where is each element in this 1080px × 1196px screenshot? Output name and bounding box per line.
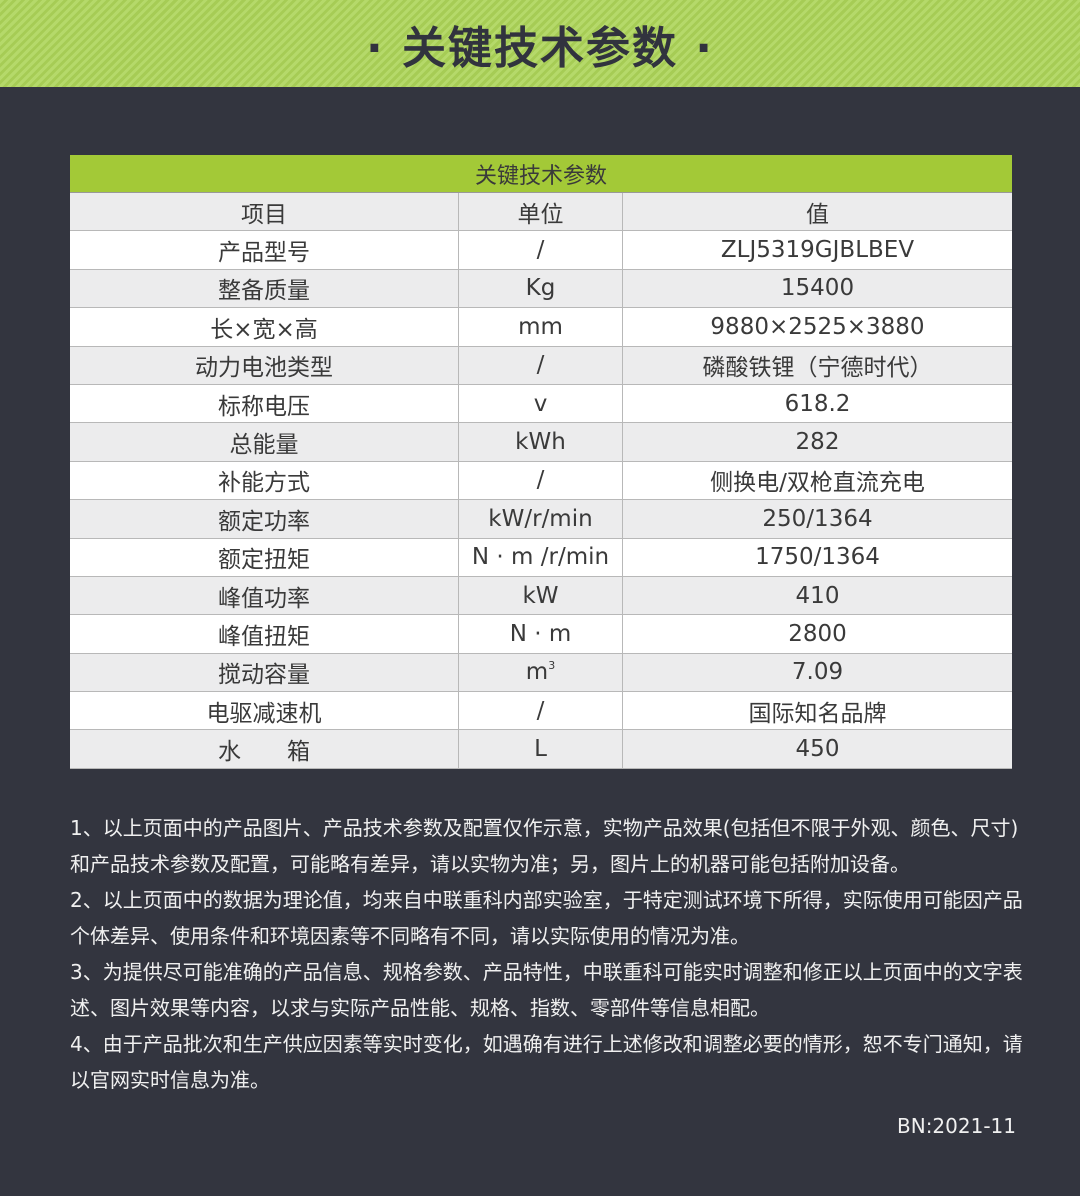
- table-title: 关键技术参数: [474, 163, 607, 189]
- batch-number: BN:2021-11: [897, 1114, 1016, 1138]
- table-row: 额定扭矩 N · m /r/min 1750/1364: [70, 538, 1012, 577]
- cell-unit: L: [459, 730, 623, 768]
- cell-value: 侧换电/双枪直流充电: [710, 470, 925, 497]
- cell-unit: mm: [459, 308, 623, 346]
- table-row: 搅动容量 m3 7.09: [70, 653, 1012, 693]
- spec-table: 关键技术参数 项目 单位 值 产品型号 / ZLJ5319GJBLBEV 整备质量 Kg…: [70, 155, 1012, 769]
- table-row: 峰值扭矩 N · m 2800: [70, 615, 1012, 654]
- cell-value: 450: [795, 736, 840, 763]
- header-item: 项目: [70, 193, 459, 231]
- cell-value: 1750/1364: [755, 544, 880, 571]
- table-row: 补能方式 / 侧换电/双枪直流充电: [70, 461, 1012, 501]
- table-row: 峰值功率 kW 410: [70, 576, 1012, 616]
- cell-unit: /: [459, 461, 623, 500]
- table-title-row: 关键技术参数: [70, 155, 1012, 193]
- note-1: 1、以上页面中的产品图片、产品技术参数及配置仅作示意，实物产品效果(包括但不限于…: [70, 816, 1019, 876]
- table-row: 水 箱 L 450: [70, 730, 1012, 769]
- cell-item: 长×宽×高: [70, 308, 459, 346]
- cell-value: 410: [795, 582, 840, 609]
- table-header-row: 项目 单位 值: [70, 193, 1012, 232]
- cell-item: 动力电池类型: [70, 346, 459, 384]
- cell-value: 15400: [780, 275, 855, 302]
- table-row: 整备质量 Kg 15400: [70, 269, 1012, 309]
- cell-item: 额定功率: [70, 500, 459, 538]
- cell-unit: m3: [459, 653, 623, 692]
- cell-value: 国际知名品牌: [748, 700, 887, 727]
- cell-value: 7.09: [791, 659, 844, 686]
- cell-item: 峰值功率: [70, 576, 459, 615]
- cell-unit: v: [459, 384, 623, 423]
- cell-item: 标称电压: [70, 384, 459, 423]
- note-3: 3、为提供尽可能准确的产品信息、规格参数、产品特性，中联重科可能实时调整和修正以…: [70, 960, 1023, 1020]
- header-unit: 单位: [459, 193, 623, 231]
- cell-unit: /: [459, 346, 623, 384]
- cell-unit: Kg: [459, 269, 623, 308]
- table-row: 标称电压 v 618.2: [70, 384, 1012, 424]
- cell-value: 2800: [788, 620, 847, 647]
- cell-item: 补能方式: [70, 461, 459, 500]
- cell-value: 250/1364: [762, 505, 873, 532]
- cell-value: 9880×2525×3880: [710, 313, 925, 340]
- title-banner: · 关键技术参数 ·: [0, 0, 1080, 87]
- table-row: 长×宽×高 mm 9880×2525×3880: [70, 308, 1012, 347]
- note-2: 2、以上页面中的数据为理论值，均来自中联重科内部实验室，于特定测试环境下所得，实…: [70, 888, 1023, 948]
- cell-unit: N · m /r/min: [459, 538, 623, 576]
- cell-unit: /: [459, 231, 623, 269]
- cell-item: 总能量: [70, 423, 459, 461]
- cell-item: 水 箱: [70, 730, 459, 768]
- cell-value: 282: [795, 429, 840, 456]
- cell-unit: kW: [459, 576, 623, 615]
- cell-item: 额定扭矩: [70, 538, 459, 576]
- unit-base: m: [525, 659, 549, 686]
- table-row: 电驱减速机 / 国际知名品牌: [70, 692, 1012, 731]
- table-row: 动力电池类型 / 磷酸铁锂（宁德时代）: [70, 346, 1012, 385]
- cell-unit: kWh: [459, 423, 623, 461]
- note-4: 4、由于产品批次和生产供应因素等实时变化，如遇确有进行上述修改和调整必要的情形，…: [70, 1032, 1023, 1092]
- unit-superscript: 3: [548, 659, 556, 673]
- cell-item: 峰值扭矩: [70, 615, 459, 653]
- table-row: 总能量 kWh 282: [70, 423, 1012, 462]
- cell-value: ZLJ5319GJBLBEV: [720, 237, 915, 264]
- cell-unit: /: [459, 692, 623, 730]
- cell-value: 618.2: [784, 390, 851, 417]
- cell-value: 磷酸铁锂（宁德时代）: [702, 355, 933, 382]
- cell-item: 产品型号: [70, 231, 459, 269]
- disclaimer-notes: 1、以上页面中的产品图片、产品技术参数及配置仅作示意，实物产品效果(包括但不限于…: [70, 810, 1025, 1098]
- header-value: 值: [806, 201, 829, 228]
- cell-item: 整备质量: [70, 269, 459, 308]
- cell-item: 搅动容量: [70, 653, 459, 692]
- cell-unit: kW/r/min: [459, 500, 623, 538]
- table-row: 额定功率 kW/r/min 250/1364: [70, 500, 1012, 539]
- table-row: 产品型号 / ZLJ5319GJBLBEV: [70, 231, 1012, 270]
- cell-unit: N · m: [459, 615, 623, 653]
- page-title: · 关键技术参数 ·: [365, 22, 715, 74]
- cell-item: 电驱减速机: [70, 692, 459, 730]
